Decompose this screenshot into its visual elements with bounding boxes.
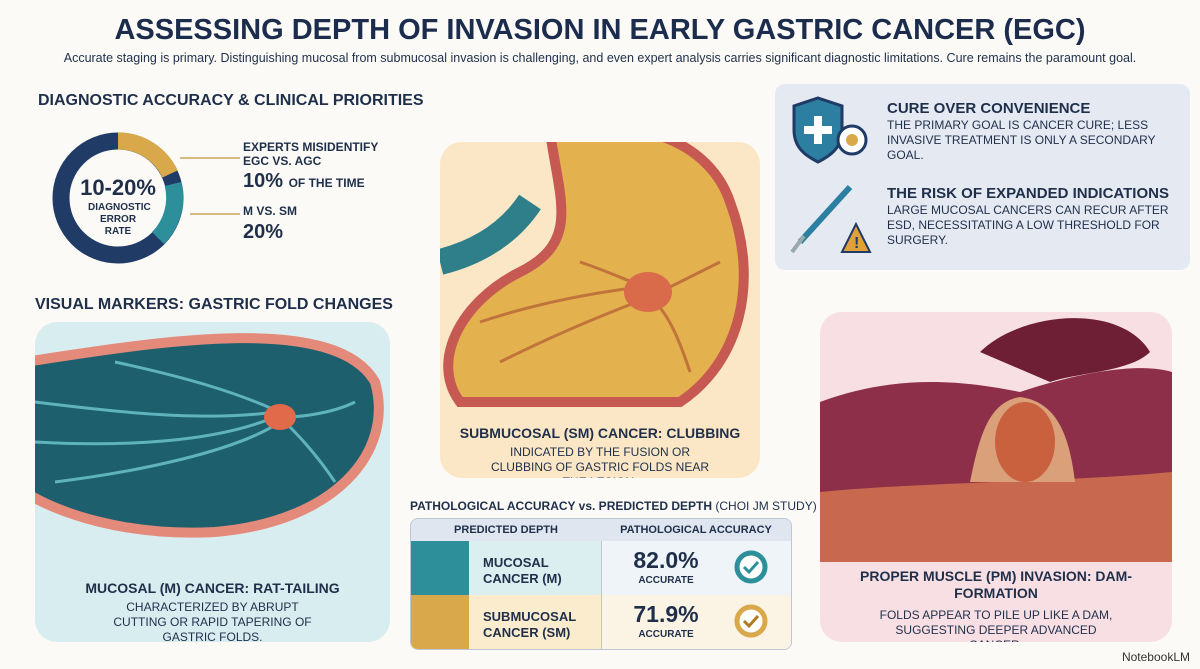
- donut-label: DIAGNOSTIC ERROR RATE: [88, 202, 151, 237]
- panel-pm: PROPER MUSCLE (PM) INVASION: DAM-FORMATI…: [820, 312, 1172, 642]
- column-header: PREDICTED DEPTH: [454, 524, 558, 536]
- panel-title: PROPER MUSCLE (PM) INVASION: DAM-FORMATI…: [860, 568, 1132, 601]
- priorities-box: [775, 84, 1190, 270]
- table-header: [411, 519, 791, 541]
- panel-title: MUCOSAL (M) CANCER: RAT-TAILING: [85, 580, 340, 596]
- row-label: MUCOSAL CANCER (M): [483, 555, 562, 586]
- stat-value: 10% OF THE TIME: [243, 170, 365, 193]
- connectors: [180, 157, 240, 215]
- priority-text: THE PRIMARY GOAL IS CANCER CURE; LESS IN…: [887, 118, 1156, 162]
- footer: NotebookLM: [1121, 650, 1190, 664]
- section-heading: VISUAL MARKERS: GASTRIC FOLD CHANGES: [35, 296, 393, 313]
- check-icons: [734, 550, 768, 638]
- panel-text: INDICATED BY THE FUSION OR CLUBBING OF G…: [490, 445, 710, 478]
- table-title: PATHOLOGICAL ACCURACY vs. PREDICTED DEPT…: [410, 499, 817, 513]
- stat-number: 10%: [243, 170, 284, 192]
- panel-text: CHARACTERIZED BY ABRUPT CUTTING OR RAPID…: [113, 600, 312, 642]
- priority-text: LARGE MUCOSAL CANCERS CAN RECUR AFTER ES…: [887, 203, 1169, 247]
- stat-label: M VS. SM: [243, 204, 298, 218]
- row-label: SUBMUCOSAL CANCER (SM): [483, 609, 576, 640]
- table-source: (CHOI JM STUDY): [715, 499, 817, 513]
- illustration: [820, 318, 1172, 562]
- row-icon: [411, 541, 469, 595]
- subtitle: Accurate staging is primary. Distinguish…: [63, 51, 1137, 65]
- row-note: ACCURATE: [638, 629, 694, 640]
- row-note: ACCURATE: [638, 575, 694, 586]
- column-header: PATHOLOGICAL ACCURACY: [620, 524, 772, 536]
- svg-text:!: !: [854, 235, 859, 252]
- stat-label: EXPERTS MISIDENTIFY EGC VS. AGC: [243, 140, 379, 168]
- table: PREDICTED DEPTH PATHOLOGICAL ACCURACY MU…: [410, 518, 792, 650]
- table-title-text: PATHOLOGICAL ACCURACY vs. PREDICTED DEPT…: [410, 499, 713, 513]
- title: ASSESSING DEPTH OF INVASION IN EARLY GAS…: [114, 14, 1086, 46]
- icons: !: [790, 96, 872, 254]
- stat-number: 20%: [243, 221, 284, 243]
- section-heading: DIAGNOSTIC ACCURACY & CLINICAL PRIORITIE…: [38, 92, 424, 109]
- panel-m: MUCOSAL (M) CANCER: RAT-TAILING CHARACTE…: [35, 322, 390, 642]
- illustration: [440, 142, 749, 407]
- priority-title: THE RISK OF EXPANDED INDICATIONS: [887, 185, 1169, 202]
- row-value: 71.9%: [633, 601, 699, 627]
- donut: [52, 132, 184, 264]
- row-icon: [411, 595, 469, 649]
- priority-title: CURE OVER CONVENIENCE: [887, 100, 1091, 117]
- panel-sm: SUBMUCOSAL (SM) CANCER: CLUBBING INDICAT…: [440, 142, 760, 478]
- stat-suffix: OF THE TIME: [288, 176, 365, 190]
- donut-value: 10-20%: [80, 175, 156, 200]
- row-value: 82.0%: [633, 547, 699, 573]
- illustration: [35, 333, 384, 538]
- panel-text: FOLDS APPEAR TO PILE UP LIKE A DAM, SUGG…: [879, 608, 1113, 642]
- panel-title: SUBMUCOSAL (SM) CANCER: CLUBBING: [459, 425, 741, 441]
